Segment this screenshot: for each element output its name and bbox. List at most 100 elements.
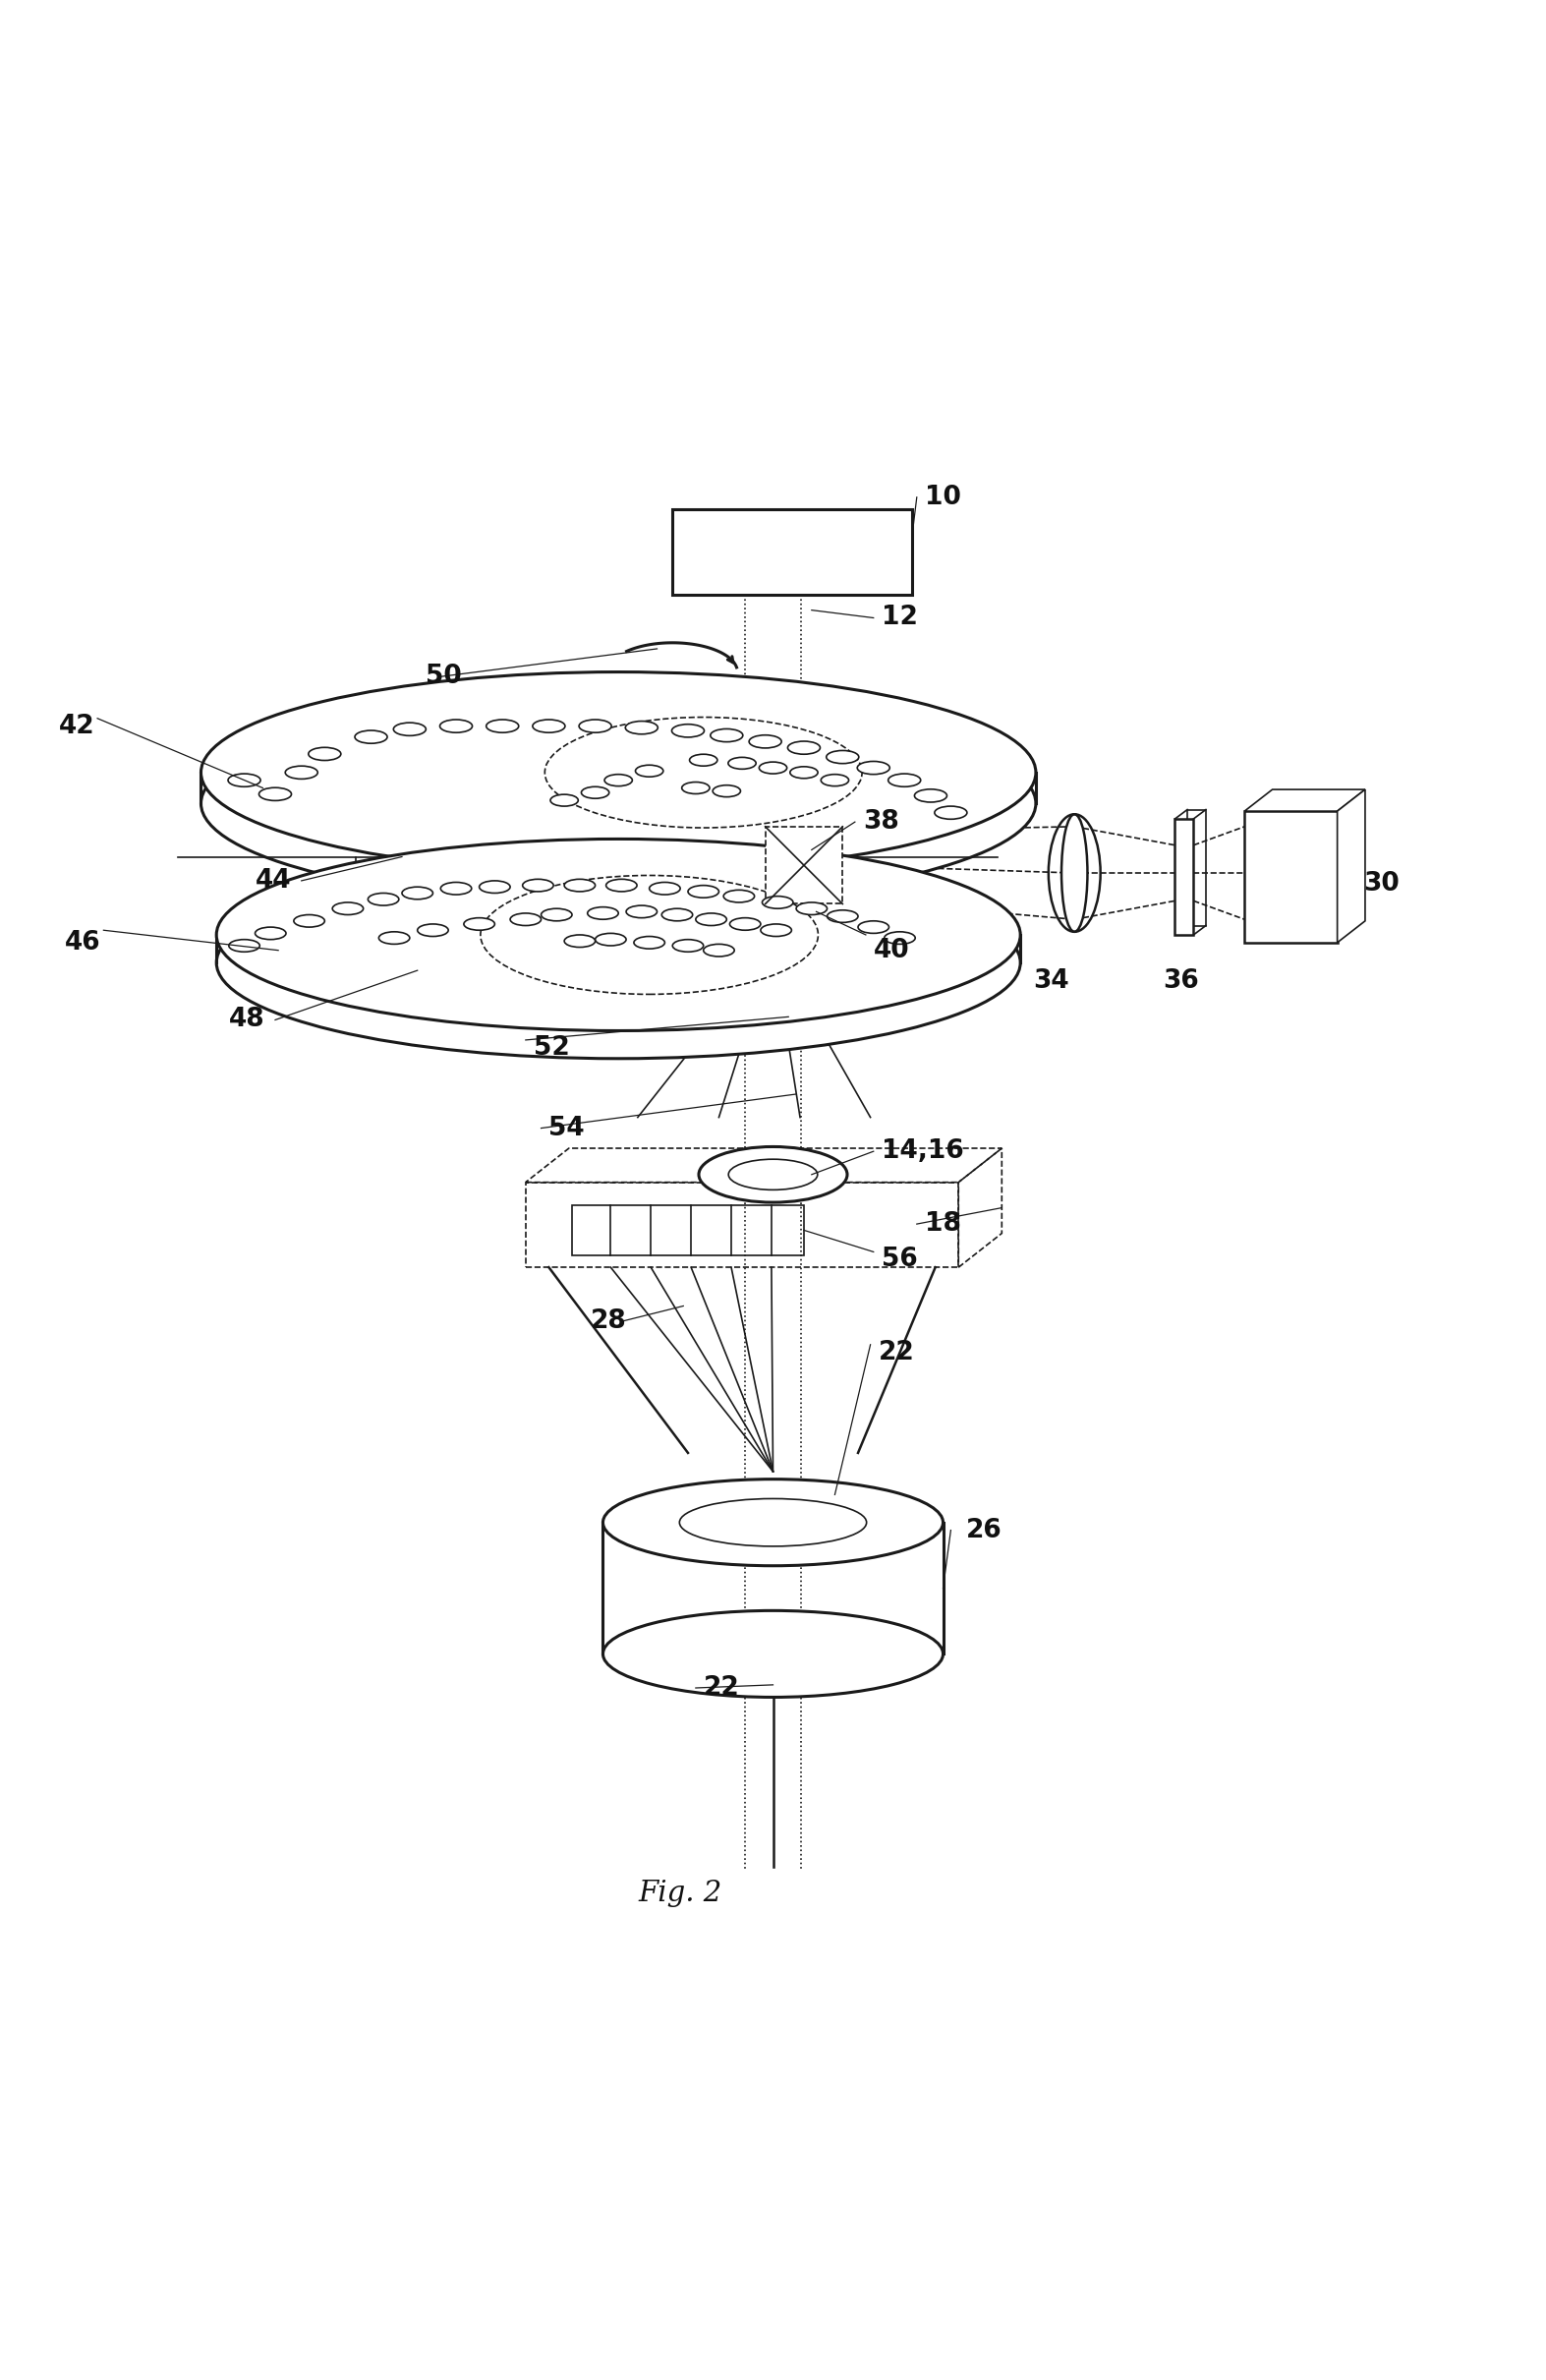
Ellipse shape: [696, 914, 727, 926]
Ellipse shape: [550, 795, 578, 807]
Ellipse shape: [788, 740, 819, 754]
Ellipse shape: [255, 928, 286, 940]
Ellipse shape: [884, 931, 915, 945]
Ellipse shape: [856, 762, 889, 774]
Ellipse shape: [626, 904, 657, 919]
Ellipse shape: [858, 921, 889, 933]
Ellipse shape: [595, 933, 626, 945]
Ellipse shape: [354, 731, 386, 743]
Text: 22: 22: [878, 1340, 914, 1366]
Ellipse shape: [915, 790, 946, 802]
Ellipse shape: [564, 935, 595, 947]
Ellipse shape: [393, 724, 427, 735]
Text: 50: 50: [425, 664, 461, 690]
Ellipse shape: [673, 724, 703, 738]
Text: 48: 48: [229, 1007, 264, 1033]
Ellipse shape: [417, 923, 448, 935]
Ellipse shape: [796, 902, 827, 914]
Text: 42: 42: [59, 714, 94, 738]
Ellipse shape: [606, 878, 637, 892]
Ellipse shape: [580, 719, 611, 733]
Text: 56: 56: [881, 1247, 917, 1273]
Text: 52: 52: [533, 1035, 569, 1061]
Ellipse shape: [827, 750, 860, 764]
Ellipse shape: [688, 885, 719, 897]
Ellipse shape: [479, 881, 510, 892]
Bar: [673, 509, 912, 595]
Ellipse shape: [368, 892, 399, 904]
Ellipse shape: [229, 774, 260, 788]
Ellipse shape: [673, 940, 703, 952]
Bar: [572, 1204, 804, 1254]
Ellipse shape: [625, 721, 657, 733]
Text: 38: 38: [863, 809, 898, 835]
Text: 30: 30: [1364, 871, 1399, 897]
Ellipse shape: [934, 807, 968, 819]
Text: 46: 46: [65, 931, 100, 954]
Ellipse shape: [485, 719, 518, 733]
Ellipse shape: [821, 774, 849, 785]
Ellipse shape: [439, 719, 473, 733]
Ellipse shape: [762, 897, 793, 909]
Text: 28: 28: [591, 1309, 626, 1335]
Text: 18: 18: [925, 1211, 960, 1238]
Ellipse shape: [258, 788, 291, 800]
Text: 34: 34: [1033, 969, 1068, 995]
Ellipse shape: [649, 883, 680, 895]
Ellipse shape: [402, 888, 433, 900]
Ellipse shape: [724, 890, 754, 902]
Ellipse shape: [635, 764, 663, 776]
Ellipse shape: [713, 785, 741, 797]
Ellipse shape: [564, 878, 595, 892]
Ellipse shape: [662, 909, 693, 921]
Bar: [765, 826, 843, 904]
Ellipse shape: [728, 757, 756, 769]
Ellipse shape: [790, 766, 818, 778]
Ellipse shape: [761, 923, 792, 935]
Ellipse shape: [201, 702, 1036, 904]
Ellipse shape: [603, 1611, 943, 1697]
Ellipse shape: [603, 1478, 943, 1566]
Text: 40: 40: [873, 938, 909, 964]
Bar: [526, 1183, 959, 1266]
Ellipse shape: [510, 914, 541, 926]
Ellipse shape: [523, 878, 553, 892]
Ellipse shape: [730, 919, 761, 931]
Ellipse shape: [201, 671, 1036, 873]
Bar: [1245, 812, 1337, 942]
Ellipse shape: [216, 840, 1020, 1031]
Ellipse shape: [379, 931, 410, 945]
Text: 22: 22: [703, 1676, 739, 1702]
Text: 14,16: 14,16: [881, 1138, 963, 1164]
Ellipse shape: [532, 719, 564, 733]
Ellipse shape: [699, 1147, 847, 1202]
Ellipse shape: [216, 866, 1020, 1059]
Bar: [1175, 819, 1194, 935]
Ellipse shape: [682, 783, 710, 795]
Polygon shape: [1337, 790, 1365, 942]
Ellipse shape: [464, 919, 495, 931]
Ellipse shape: [308, 747, 340, 762]
Ellipse shape: [703, 945, 734, 957]
Text: 12: 12: [881, 605, 917, 631]
Ellipse shape: [887, 774, 920, 788]
Ellipse shape: [750, 735, 781, 747]
Ellipse shape: [711, 728, 742, 743]
Text: 26: 26: [966, 1518, 1002, 1542]
Ellipse shape: [229, 940, 260, 952]
Ellipse shape: [294, 914, 325, 928]
Ellipse shape: [827, 909, 858, 923]
Ellipse shape: [587, 907, 618, 919]
Ellipse shape: [1062, 814, 1087, 931]
Ellipse shape: [441, 883, 472, 895]
Ellipse shape: [604, 774, 632, 785]
Text: 54: 54: [549, 1116, 584, 1140]
Ellipse shape: [581, 788, 609, 797]
Text: 36: 36: [1163, 969, 1198, 995]
Ellipse shape: [690, 754, 717, 766]
Text: 44: 44: [255, 869, 291, 892]
Ellipse shape: [634, 935, 665, 950]
Bar: [1187, 809, 1206, 926]
Text: Fig. 2: Fig. 2: [638, 1880, 722, 1906]
Ellipse shape: [541, 909, 572, 921]
